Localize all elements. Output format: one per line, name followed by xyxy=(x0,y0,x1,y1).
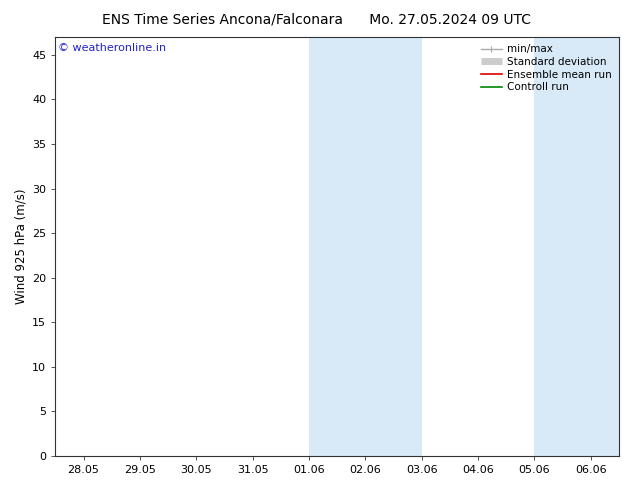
Bar xyxy=(534,37,634,456)
Text: © weatheronline.in: © weatheronline.in xyxy=(58,43,166,53)
Legend: min/max, Standard deviation, Ensemble mean run, Controll run: min/max, Standard deviation, Ensemble me… xyxy=(479,42,614,94)
Bar xyxy=(309,37,422,456)
Text: ENS Time Series Ancona/Falconara      Mo. 27.05.2024 09 UTC: ENS Time Series Ancona/Falconara Mo. 27.… xyxy=(103,12,531,26)
Y-axis label: Wind 925 hPa (m/s): Wind 925 hPa (m/s) xyxy=(15,189,28,304)
